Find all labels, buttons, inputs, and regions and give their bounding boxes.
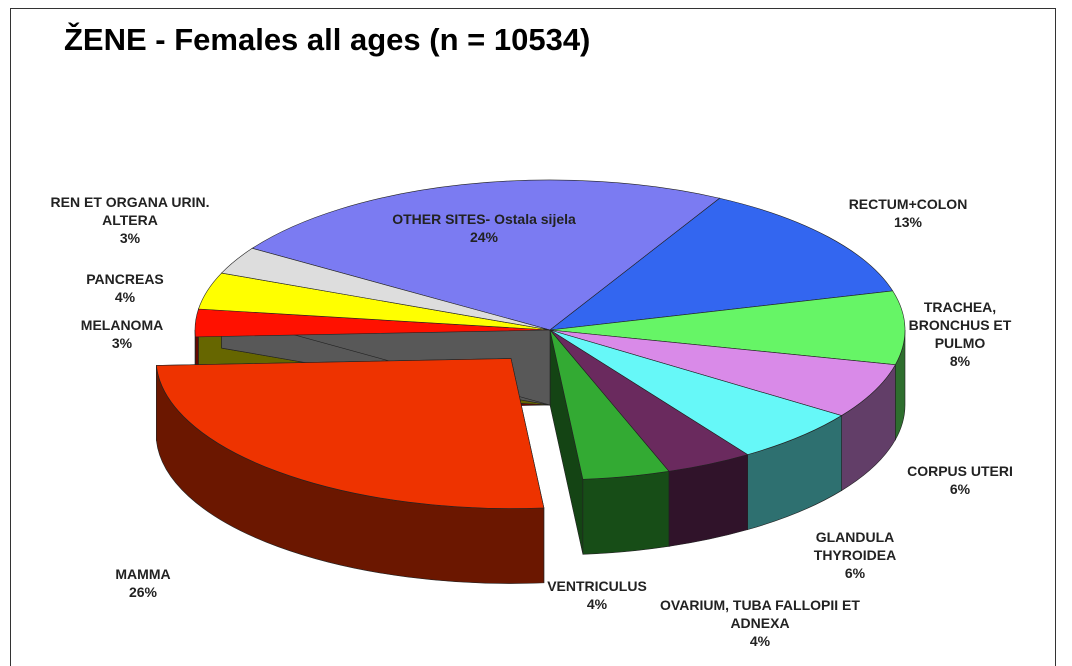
category-label: REN ET ORGANA URIN. ALTERA <box>50 194 210 228</box>
category-label: MELANOMA <box>80 317 164 333</box>
value-label: 26% <box>128 584 158 600</box>
data-label: OTHER SITES- Ostala sijela 24% <box>389 210 579 246</box>
pie-slice <box>549 329 896 416</box>
data-label: GLANDULA THYROIDEA 6% <box>790 528 920 582</box>
category-label: PANCREAS <box>86 271 164 287</box>
category-label: OTHER SITES- Ostala sijela <box>392 211 576 227</box>
category-label: RECTUM+COLON <box>848 196 968 212</box>
pie-slice <box>549 329 670 480</box>
pie-slice <box>548 197 894 331</box>
value-label: 13% <box>893 214 923 230</box>
data-label: RECTUM+COLON 13% <box>828 195 988 231</box>
category-label: TRACHEA, BRONCHUS ET PULMO <box>908 299 1012 351</box>
category-label: GLANDULA THYROIDEA <box>813 529 897 563</box>
pie-slice <box>220 247 551 331</box>
value-label: 8% <box>949 353 971 369</box>
data-label: PANCREAS 4% <box>65 270 185 306</box>
category-label: CORPUS UTERI <box>907 463 1013 479</box>
chart-title: ŽENE - Females all ages (n = 10534) <box>64 22 591 57</box>
value-label: 4% <box>114 289 136 305</box>
slice-side <box>582 470 670 555</box>
data-label: CORPUS UTERI 6% <box>885 462 1035 498</box>
category-label: MAMMA <box>115 566 171 582</box>
value-label: 3% <box>119 230 141 246</box>
data-label: MELANOMA 3% <box>57 316 187 352</box>
data-label: TRACHEA, BRONCHUS ET PULMO 8% <box>890 298 1030 370</box>
category-label: VENTRICULUS <box>547 578 647 594</box>
value-label: 4% <box>749 633 771 649</box>
pie-slice <box>251 179 721 331</box>
value-label: 6% <box>949 481 971 497</box>
data-label: OVARIUM, TUBA FALLOPII ET ADNEXA 4% <box>650 596 870 650</box>
pie-slice <box>549 329 843 455</box>
frame <box>10 8 1056 666</box>
value-label: 24% <box>469 229 499 245</box>
pie-slice <box>156 358 545 509</box>
data-label: VENTRICULUS 4% <box>522 577 672 613</box>
value-label: 4% <box>586 596 608 612</box>
value-label: 3% <box>111 335 133 351</box>
data-label: REN ET ORGANA URIN. ALTERA 3% <box>35 193 225 247</box>
value-label: 6% <box>844 565 866 581</box>
pie-slice <box>549 290 906 366</box>
data-label: MAMMA 26% <box>83 565 203 601</box>
category-label: OVARIUM, TUBA FALLOPII ET ADNEXA <box>660 597 860 631</box>
